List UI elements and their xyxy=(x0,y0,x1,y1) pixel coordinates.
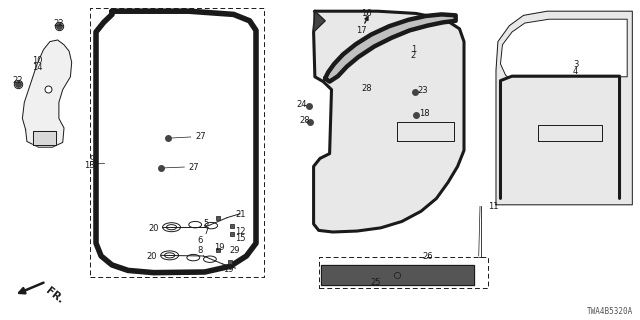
Text: 5: 5 xyxy=(204,219,209,228)
Text: 7: 7 xyxy=(204,227,209,236)
Text: 19: 19 xyxy=(223,265,233,274)
Text: 9: 9 xyxy=(90,155,95,164)
Text: 6: 6 xyxy=(197,236,202,245)
Polygon shape xyxy=(96,11,256,273)
Text: 27: 27 xyxy=(189,163,200,172)
Polygon shape xyxy=(314,11,464,232)
Text: 22: 22 xyxy=(13,76,23,85)
Text: FR.: FR. xyxy=(44,285,65,305)
Text: 21: 21 xyxy=(236,210,246,219)
Text: TWA4B5320A: TWA4B5320A xyxy=(588,307,634,316)
Text: 23: 23 xyxy=(417,86,428,95)
Text: 17: 17 xyxy=(356,26,367,35)
Text: 27: 27 xyxy=(195,132,206,141)
Polygon shape xyxy=(33,131,56,145)
Text: 13: 13 xyxy=(84,161,95,170)
Text: 24: 24 xyxy=(297,100,307,109)
Text: 10: 10 xyxy=(32,56,42,65)
Text: 28: 28 xyxy=(362,84,372,93)
Text: 4: 4 xyxy=(573,67,578,76)
Polygon shape xyxy=(22,40,72,147)
Text: 29: 29 xyxy=(229,246,239,255)
Text: 26: 26 xyxy=(422,252,433,261)
Text: 12: 12 xyxy=(236,227,246,236)
Text: 19: 19 xyxy=(214,243,225,252)
Polygon shape xyxy=(496,11,632,205)
Text: 1: 1 xyxy=(411,45,416,54)
Polygon shape xyxy=(500,19,627,77)
Text: 18: 18 xyxy=(419,109,430,118)
Text: 25: 25 xyxy=(370,278,380,287)
Text: 20: 20 xyxy=(147,252,157,261)
Text: 22: 22 xyxy=(54,19,64,28)
Polygon shape xyxy=(321,265,474,285)
Polygon shape xyxy=(314,11,325,32)
Text: 14: 14 xyxy=(32,63,42,72)
Text: 3: 3 xyxy=(573,60,578,69)
Text: 20: 20 xyxy=(148,224,159,233)
Text: 8: 8 xyxy=(197,246,202,255)
Text: 28: 28 xyxy=(299,116,310,125)
Text: 2: 2 xyxy=(411,52,416,60)
Polygon shape xyxy=(325,14,456,82)
Text: 16: 16 xyxy=(361,9,371,18)
Text: 11: 11 xyxy=(488,202,498,211)
Text: 15: 15 xyxy=(236,234,246,243)
